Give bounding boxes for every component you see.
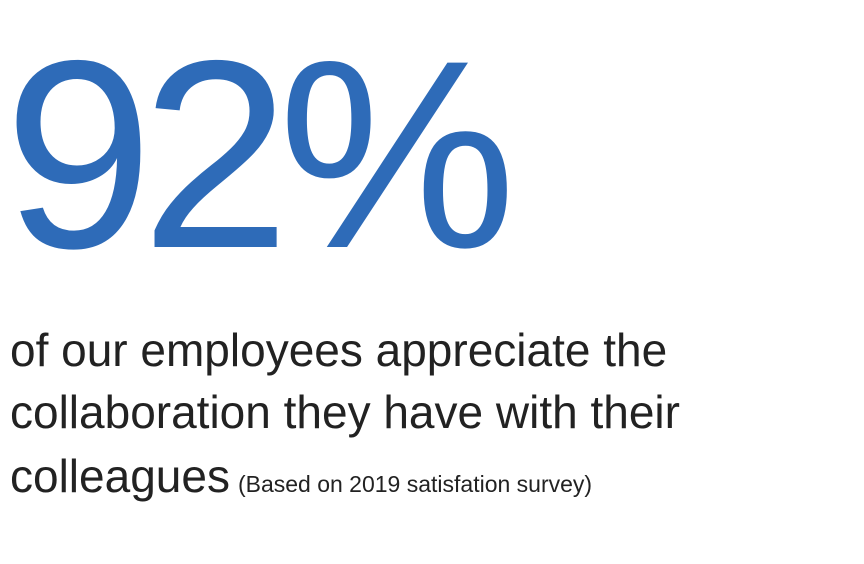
description-line: colleagues [10,450,230,502]
description-line: of our employees appreciate the [10,324,668,376]
note: (Based on 2019 satisfation survey) [237,471,593,497]
description-row: colleagues (Based on 2019 satisfation sur… [10,448,592,512]
description-line: collaboration they have with their [10,386,680,438]
stat-value: 92% [4,4,516,304]
